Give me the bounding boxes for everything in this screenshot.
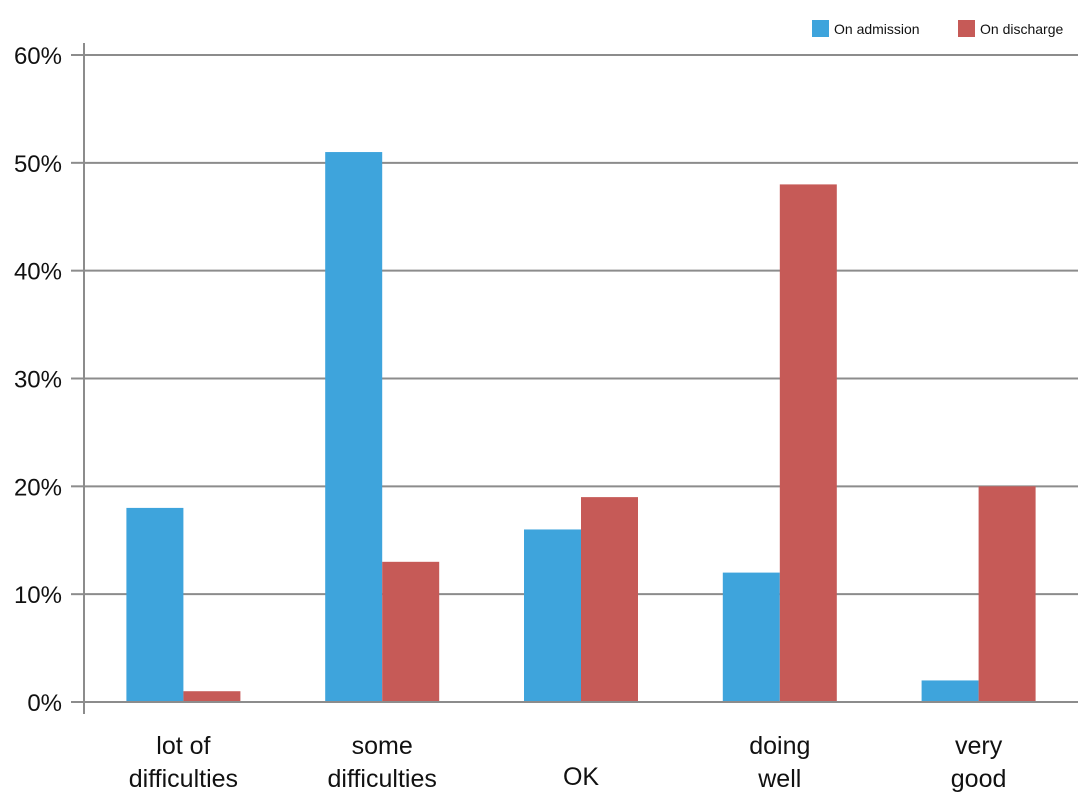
x-category-label-line: doing [749,732,810,760]
x-category-label-line: some [352,732,413,760]
x-category-label: lot of difficulties [129,732,238,793]
x-category-label: OK [563,763,599,791]
axes [83,43,1078,714]
bar-discharge [581,497,638,702]
bar-discharge [183,691,241,702]
x-category-label-line: difficulties [328,765,437,793]
x-category-label-line: OK [563,763,599,791]
y-tick-label: 50% [14,151,62,178]
x-category-label-line: lot of [156,732,210,760]
x-category-label: some difficulties [328,732,437,793]
x-category-label: very good [951,732,1007,793]
y-axis-ticks: 0% 10% 20% 30% 40% 50% 60% [14,43,84,717]
bar-admission [722,572,780,702]
y-tick-label: 10% [14,582,62,609]
x-axis-category-labels: lot of difficulties some difficulties OK doin… [129,732,1007,793]
legend-swatch [958,20,975,37]
bar-discharge [779,184,837,702]
bars [126,152,1036,703]
bar-discharge [978,486,1036,702]
y-tick-label: 0% [27,690,62,717]
legend: On admission On discharge [812,20,1063,37]
x-category-label: doing well [749,732,810,793]
y-tick-label: 40% [14,259,62,286]
legend-label: On admission [834,21,920,37]
y-tick-label: 30% [14,367,62,394]
y-tick-label: 60% [14,43,62,70]
x-category-label-line: well [757,765,801,793]
x-category-label-line: very [955,732,1003,760]
y-tick-label: 20% [14,474,62,501]
x-category-label-line: difficulties [129,765,238,793]
bar-admission [921,680,979,702]
bar-admission [325,152,383,703]
grid-lines [84,54,1078,596]
legend-label: On discharge [980,21,1063,37]
legend-swatch [812,20,829,37]
bar-discharge [382,561,440,702]
bar-admission [126,507,184,702]
x-category-label-line: good [951,765,1007,793]
bar-admission [524,529,581,702]
